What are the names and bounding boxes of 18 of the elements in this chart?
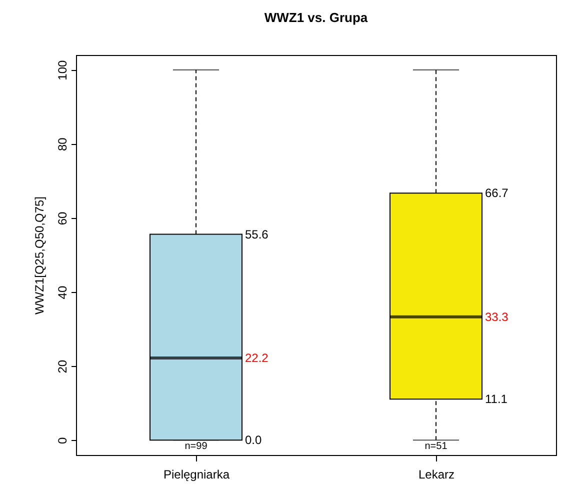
annotation: 0.0 xyxy=(245,433,262,448)
y-tick-label: 60 xyxy=(56,211,70,226)
x-tick-label: Pielęgniarka xyxy=(163,468,230,482)
annotation: 33.3 xyxy=(485,310,509,324)
x-tick-label: Lekarz xyxy=(418,468,455,482)
annotation: 11.1 xyxy=(485,392,508,406)
y-tick-label: 100 xyxy=(56,60,70,80)
annotation: 66.7 xyxy=(485,186,509,200)
chart-title: WWZ1 vs. Grupa xyxy=(264,10,368,25)
y-tick-label: 80 xyxy=(56,137,70,152)
annotation: 55.6 xyxy=(245,227,269,242)
y-tick-label: 40 xyxy=(56,286,70,300)
annotation: n=99 xyxy=(184,441,208,452)
y-axis-title: WWZ1[Q25,Q50,Q75] xyxy=(32,196,46,315)
annotation: 22.2 xyxy=(245,350,269,365)
annotation: n=51 xyxy=(424,441,448,452)
y-tick-label: 20 xyxy=(56,360,70,374)
y-tick-label: 0 xyxy=(56,437,70,444)
